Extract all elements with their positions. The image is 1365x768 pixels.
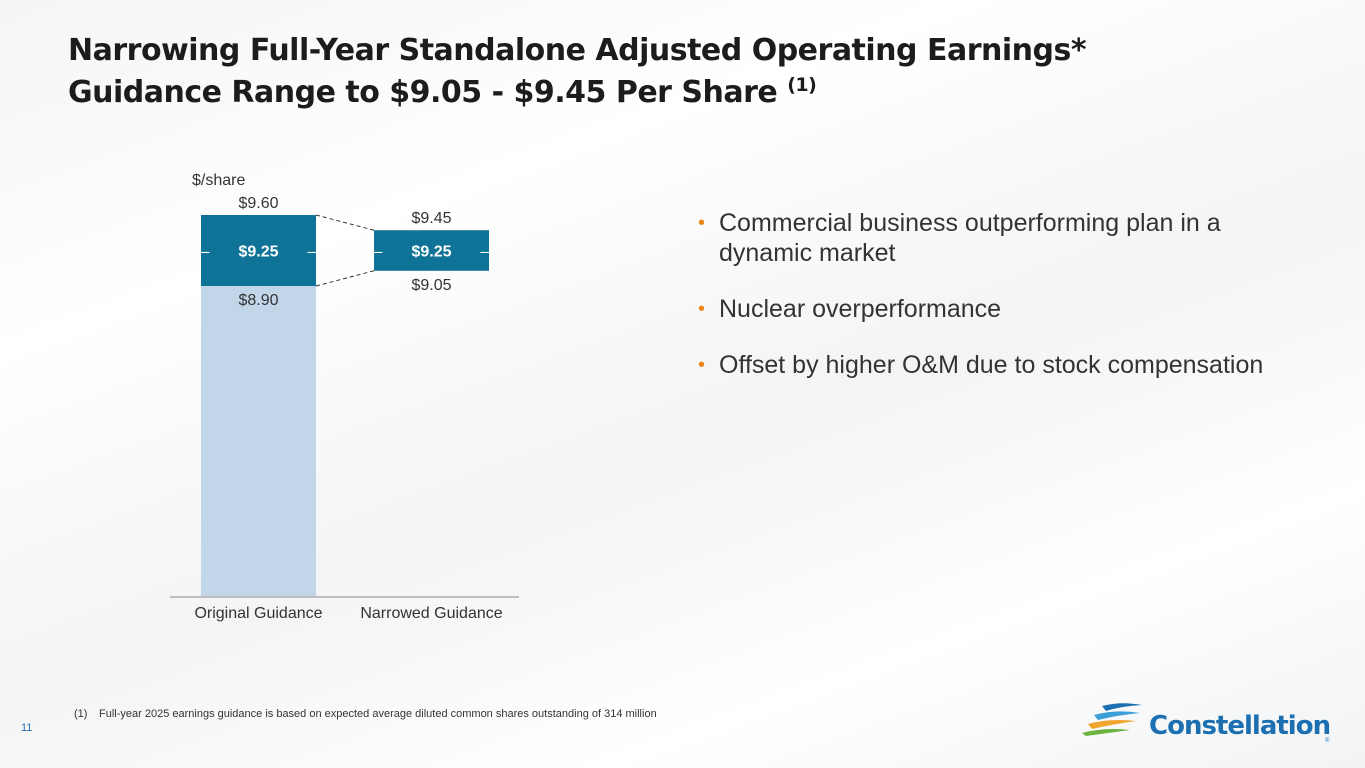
- page-title: Narrowing Full-Year Standalone Adjusted …: [68, 30, 1087, 114]
- bullet-dot-icon: •: [698, 298, 706, 320]
- bar-high-label: $9.45: [411, 210, 451, 227]
- midpoint-tick-right: –: [481, 244, 490, 261]
- bar-low-label: $9.05: [411, 277, 451, 294]
- bar-range-2: [374, 230, 489, 271]
- bar-midpoint-label: $9.25: [411, 244, 451, 261]
- bullet-dot-icon: •: [698, 212, 706, 234]
- constellation-logo: Constellation ®: [1080, 700, 1340, 748]
- logo-swoosh-icon: [1082, 703, 1142, 736]
- footnote: (1) Full-year 2025 earnings guidance is b…: [74, 708, 657, 720]
- bullet-list: • Commercial business outperforming plan …: [698, 208, 1288, 406]
- midpoint-tick-left: –: [374, 244, 383, 261]
- bullet-dot-icon: •: [698, 354, 706, 376]
- bar-high-label: $9.60: [238, 195, 278, 212]
- title-line-2: Guidance Range to $9.05 - $9.45 Per Shar…: [68, 75, 788, 110]
- footnote-marker: (1): [74, 708, 88, 720]
- bullet-text: Nuclear overperformance: [719, 295, 1002, 323]
- bar-midpoint-label: $9.25: [238, 244, 278, 261]
- bullet-item: • Offset by higher O&M due to stock compe…: [698, 350, 1288, 380]
- bullet-item: • Nuclear overperformance: [698, 294, 1288, 324]
- bar-range-1: [201, 215, 316, 286]
- bar-base-1: [201, 286, 316, 597]
- bullet-item: • Commercial business outperforming plan …: [698, 208, 1288, 268]
- footnote-text: Full-year 2025 earnings guidance is base…: [99, 708, 657, 720]
- title-line-1: Narrowing Full-Year Standalone Adjusted …: [68, 33, 1087, 68]
- bullet-text: Offset by higher O&M due to stock compen…: [719, 351, 1264, 379]
- bar-low-label: $8.90: [238, 292, 278, 309]
- logo-registered-mark: ®: [1325, 738, 1330, 744]
- midpoint-tick-left: –: [201, 244, 210, 261]
- connector-high: [315, 214, 375, 231]
- guidance-chart: $/share $9.25 – – $9.60 $8.90 Original Guidanc…: [170, 172, 519, 622]
- bullet-text: Commercial business outperforming plan i…: [719, 209, 1221, 267]
- x-tick-label: Original Guidance: [194, 605, 322, 622]
- midpoint-tick-right: –: [308, 244, 317, 261]
- x-tick-label: Narrowed Guidance: [360, 605, 502, 622]
- y-unit-label: $/share: [192, 172, 245, 189]
- title-footnote-ref: (1): [787, 74, 817, 96]
- page-number: 11: [21, 722, 33, 734]
- logo-wordmark: Constellation: [1149, 711, 1331, 741]
- connector-low: [315, 270, 375, 287]
